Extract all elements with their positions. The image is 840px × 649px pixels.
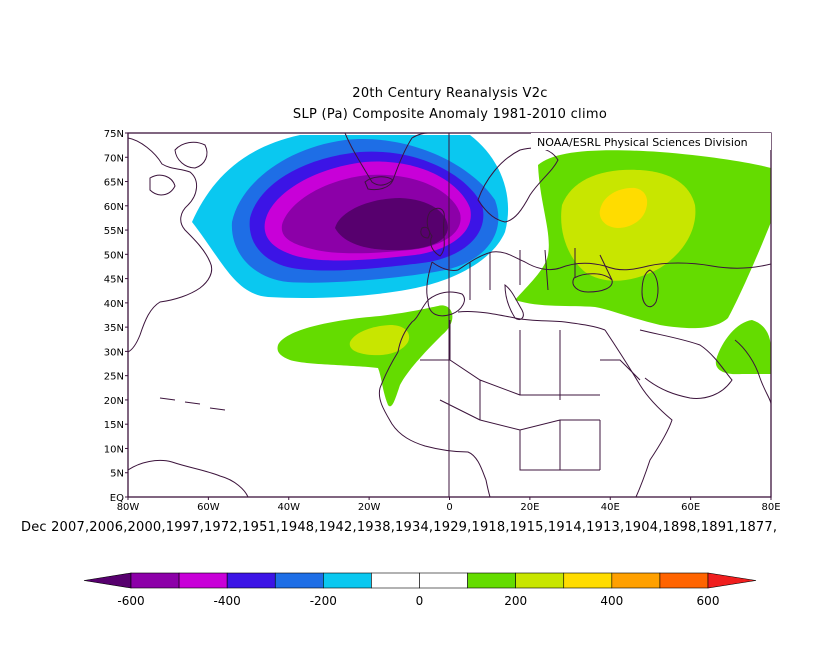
y-tick-label: 60N — [104, 202, 124, 213]
colorbar-swatch — [419, 572, 468, 589]
y-tick-label: 35N — [104, 323, 124, 334]
colorbar-swatch — [274, 572, 324, 589]
y-tick-label: EQ — [110, 493, 124, 504]
colorbar-tick-label: -600 — [117, 594, 144, 608]
colorbar-swatch — [323, 572, 372, 589]
colorbar-tick-label: 200 — [504, 594, 527, 608]
colorbar: -600 -400 -200 0 200 400 600 — [83, 572, 757, 608]
credit-box — [531, 133, 771, 150]
y-tick-label: 25N — [104, 372, 124, 383]
y-tick-label: 10N — [104, 444, 124, 455]
contour-pos-arabia-100 — [715, 320, 771, 375]
x-tick-label: 20E — [520, 502, 539, 513]
contour-pos-eurasia-300 — [599, 187, 648, 228]
y-tick-label: 20N — [104, 396, 124, 407]
anomaly-field — [128, 133, 771, 497]
credit-text: NOAA/ESRL Physical Sciences Division — [537, 136, 748, 149]
x-axis: 80W 60W 40W 20W 0 20E 40E 60E 80E — [117, 497, 781, 513]
coastlines — [128, 133, 771, 497]
chart-subtitle: SLP (Pa) Composite Anomaly 1981-2010 cli… — [292, 107, 608, 122]
colorbar-swatch — [515, 572, 565, 589]
y-tick-label: 5N — [110, 469, 124, 480]
y-tick-label: 55N — [104, 226, 124, 237]
colorbar-swatch — [130, 572, 180, 589]
y-tick-label: 30N — [104, 347, 124, 358]
contour-pos-atlantic-100 — [277, 305, 453, 407]
colorbar-tick-label: 400 — [600, 594, 623, 608]
colorbar-swatch — [659, 572, 709, 589]
y-tick-label: 45N — [104, 275, 124, 286]
colorbar-swatch — [226, 572, 276, 589]
colorbar-swatch — [371, 572, 420, 589]
x-tick-label: 60W — [197, 502, 220, 513]
composite-years-label: Dec 2007,2006,2000,1997,1972,1951,1948,1… — [21, 520, 778, 535]
x-tick-label: 80W — [117, 502, 140, 513]
colorbar-tick-label: 600 — [697, 594, 720, 608]
colorbar-swatch — [467, 572, 516, 589]
x-tick-label: 20W — [358, 502, 381, 513]
colorbar-tick-label: -400 — [214, 594, 241, 608]
y-axis: 75N 70N 65N 60N 55N 50N 45N 40N 35N 30N 25N 20N 15N 1… — [104, 129, 128, 504]
y-tick-label: 70N — [104, 153, 124, 164]
y-tick-label: 75N — [104, 129, 124, 140]
colorbar-swatch — [178, 572, 228, 589]
contour-neg-600 — [335, 198, 448, 251]
x-tick-label: 80E — [761, 502, 780, 513]
x-tick-label: 40E — [601, 502, 620, 513]
y-tick-label: 15N — [104, 420, 124, 431]
y-tick-label: 65N — [104, 178, 124, 189]
colorbar-tick-label: 0 — [416, 594, 424, 608]
chart-title: 20th Century Reanalysis V2c — [352, 86, 548, 101]
colorbar-min-arrow — [83, 572, 132, 589]
contour-pos-atlantic-200 — [349, 325, 410, 356]
y-tick-label: 40N — [104, 299, 124, 310]
x-tick-label: 0 — [446, 502, 452, 513]
colorbar-tick-label: -200 — [310, 594, 337, 608]
colorbar-swatch — [611, 572, 661, 589]
x-tick-label: 40W — [277, 502, 300, 513]
colorbar-swatch — [563, 572, 613, 589]
colorbar-max-arrow — [707, 572, 757, 589]
y-tick-label: 50N — [104, 250, 124, 261]
x-tick-label: 60E — [681, 502, 700, 513]
